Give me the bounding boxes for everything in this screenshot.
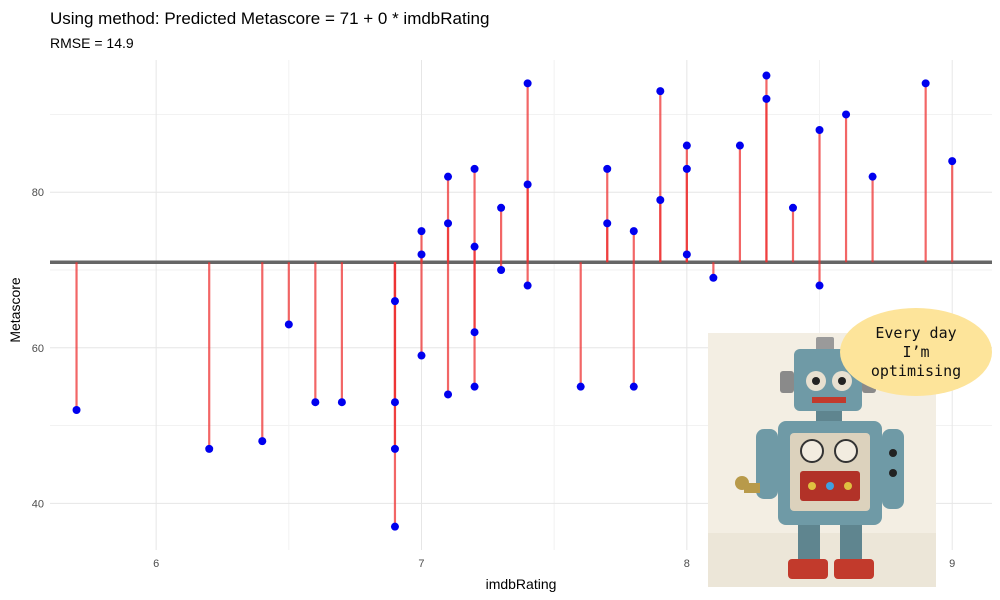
data-point — [762, 71, 771, 80]
data-point — [417, 351, 426, 360]
y-axis-title: Metascore — [7, 277, 23, 343]
data-point — [205, 444, 214, 453]
data-point — [682, 164, 691, 173]
data-point — [523, 180, 532, 189]
data-point — [629, 382, 638, 391]
data-point — [815, 126, 824, 134]
data-point — [815, 281, 824, 290]
data-point — [390, 444, 399, 453]
data-point — [497, 203, 506, 212]
data-point — [444, 172, 453, 181]
data-point — [868, 172, 877, 181]
data-point — [390, 522, 399, 531]
data-point — [656, 196, 665, 204]
data-point — [311, 398, 320, 407]
chart-title: Using method: Predicted Metascore = 71 +… — [50, 9, 489, 28]
tick-labels: 6 7 8 9 40 60 80 — [32, 187, 956, 570]
data-point — [709, 273, 718, 282]
data-point — [470, 242, 479, 251]
data-point — [523, 79, 532, 88]
data-point — [629, 227, 638, 236]
x-tick-label: 6 — [153, 558, 159, 570]
data-point — [762, 94, 771, 103]
data-points — [72, 71, 957, 531]
data-point — [921, 79, 930, 88]
data-point — [470, 164, 479, 173]
data-point — [444, 390, 453, 399]
data-point — [788, 203, 797, 212]
x-tick-label: 9 — [949, 558, 955, 570]
data-point — [470, 382, 479, 391]
x-tick-label: 8 — [684, 558, 690, 570]
data-point — [523, 281, 532, 290]
data-point — [258, 437, 267, 446]
tin-robot-icon — [708, 333, 936, 587]
data-point — [72, 406, 81, 414]
chart-subtitle: RMSE = 14.9 — [50, 35, 134, 51]
data-point — [470, 328, 479, 337]
speech-bubble: Every day I’m optimising — [840, 308, 992, 396]
data-point — [576, 382, 585, 391]
data-point — [735, 141, 744, 150]
data-point — [682, 250, 691, 259]
y-tick-label: 80 — [32, 187, 44, 199]
data-point — [948, 157, 957, 166]
data-point — [603, 164, 612, 173]
data-point — [417, 227, 426, 236]
data-point — [337, 398, 346, 407]
y-tick-label: 60 — [32, 343, 44, 355]
residual-lines — [75, 75, 954, 527]
y-tick-label: 40 — [32, 498, 44, 510]
data-point — [417, 250, 426, 259]
x-tick-label: 7 — [418, 558, 424, 570]
data-point — [390, 297, 399, 306]
speech-bubble-text: Every day I’m optimising — [870, 323, 962, 380]
data-point — [390, 398, 399, 407]
data-point — [603, 219, 612, 228]
data-point — [842, 110, 851, 119]
x-axis-title: imdbRating — [486, 576, 557, 592]
data-point — [682, 141, 691, 150]
robot-image — [708, 333, 936, 587]
data-point — [284, 320, 293, 329]
data-point — [656, 87, 665, 96]
data-point — [444, 219, 453, 228]
data-point — [497, 266, 506, 274]
